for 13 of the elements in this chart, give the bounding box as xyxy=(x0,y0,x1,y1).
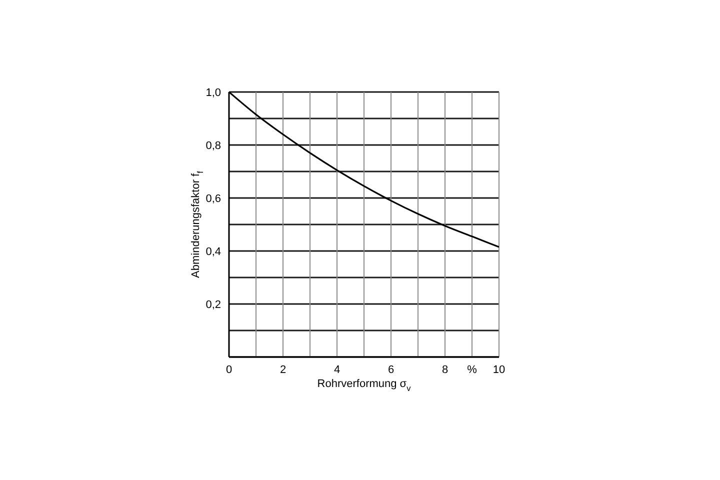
y-tick-label: 0,2 xyxy=(206,298,221,311)
x-tick-label: 2 xyxy=(280,364,286,376)
x-axis-title: Rohrverformung σ$_{v}$ xyxy=(317,378,412,393)
x-tick-label: 6 xyxy=(388,364,394,376)
x-tick-label: 10 xyxy=(492,364,506,376)
y-tick-label: 0,6 xyxy=(206,192,221,205)
y-tick-label: 1,0 xyxy=(206,86,221,99)
y-tick-label: 0,8 xyxy=(206,140,221,152)
x-tick-label: 8 xyxy=(442,364,448,376)
y-tick-label: 0,4 xyxy=(206,246,221,258)
x-tick-label: 0 xyxy=(226,364,232,376)
x-tick-label: % xyxy=(467,364,478,376)
x-tick-label: 4 xyxy=(334,364,340,376)
